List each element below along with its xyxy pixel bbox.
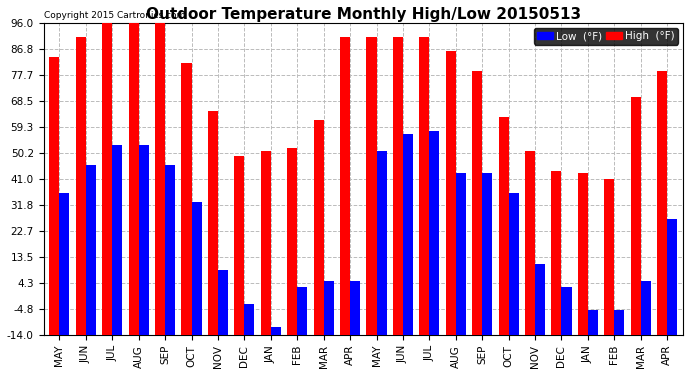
Bar (403, 134, 413, 335)
Bar (340, 37, 350, 335)
Bar (377, 151, 386, 335)
Bar (667, 219, 678, 335)
Bar (287, 148, 297, 335)
Bar (181, 63, 192, 335)
Bar (235, 156, 244, 335)
Bar (50, 57, 59, 335)
Bar (324, 281, 334, 335)
Title: Outdoor Temperature Monthly High/Low 20150513: Outdoor Temperature Monthly High/Low 201… (146, 7, 581, 22)
Bar (641, 281, 651, 335)
Bar (261, 151, 270, 335)
Bar (366, 37, 377, 335)
Bar (270, 327, 281, 335)
Bar (192, 202, 201, 335)
Bar (139, 145, 149, 335)
Bar (420, 37, 429, 335)
Bar (208, 111, 218, 335)
Bar (76, 37, 86, 335)
Bar (525, 151, 535, 335)
Bar (499, 117, 509, 335)
Bar (155, 23, 165, 335)
Legend: Low  (°F), High  (°F): Low (°F), High (°F) (534, 28, 678, 45)
Bar (86, 165, 96, 335)
Bar (128, 23, 139, 335)
Bar (472, 71, 482, 335)
Bar (59, 194, 70, 335)
Bar (482, 174, 492, 335)
Bar (578, 174, 588, 335)
Bar (446, 51, 456, 335)
Bar (350, 281, 360, 335)
Bar (551, 171, 562, 335)
Bar (102, 23, 112, 335)
Bar (165, 165, 175, 335)
Bar (218, 270, 228, 335)
Bar (393, 37, 403, 335)
Bar (429, 131, 440, 335)
Bar (297, 287, 307, 335)
Bar (244, 304, 255, 335)
Bar (112, 145, 122, 335)
Bar (614, 310, 624, 335)
Bar (631, 97, 641, 335)
Bar (588, 310, 598, 335)
Bar (604, 179, 614, 335)
Bar (314, 120, 324, 335)
Bar (657, 71, 667, 335)
Bar (509, 194, 519, 335)
Text: Copyright 2015 Cartronics.com: Copyright 2015 Cartronics.com (43, 11, 185, 20)
Bar (535, 264, 545, 335)
Bar (562, 287, 571, 335)
Bar (456, 174, 466, 335)
